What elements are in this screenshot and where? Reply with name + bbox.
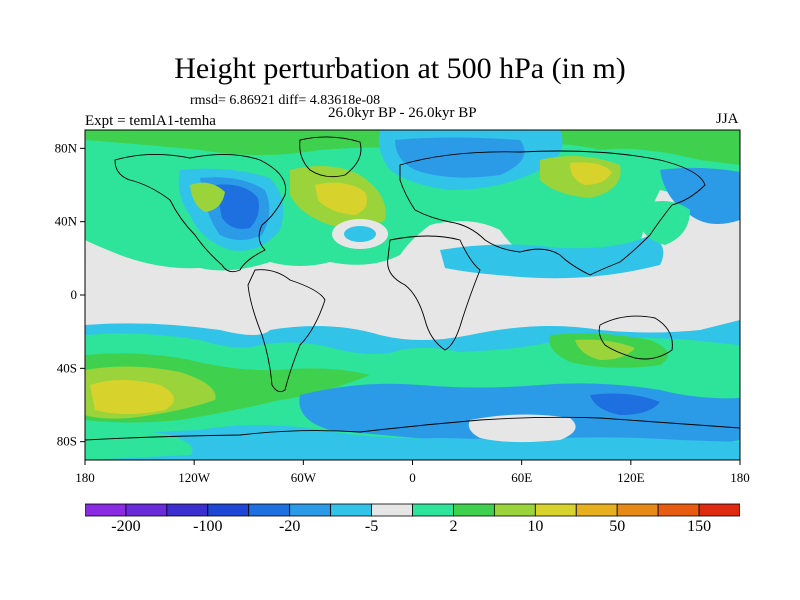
colorbar-label: 10 (527, 518, 544, 535)
map-title: Height perturbation at 500 hPa (in m) (174, 52, 626, 85)
stats-subtitle: rmsd= 6.86921 diff= 4.83618e-08 (190, 93, 381, 108)
greenland-outline (299, 136, 362, 178)
colorbar-label: -200 (111, 518, 141, 535)
eurasia-outline (399, 150, 706, 276)
contour-region (468, 414, 576, 443)
experiment-label: Expt = temlA1-temha (85, 113, 216, 129)
colorbar-label: -20 (279, 518, 301, 535)
latitude-axis: 80N 40N 0 40S 80S (55, 140, 85, 449)
colorbar-label: -100 (193, 518, 223, 535)
antarctica-outline (85, 416, 740, 441)
contour-region (660, 167, 740, 224)
contour-region (315, 182, 368, 215)
colorbar-swatch (453, 503, 495, 517)
contour-region (90, 380, 174, 414)
contour-region (85, 429, 193, 460)
contour-region (395, 137, 525, 178)
contour-region (190, 182, 225, 212)
north-america-outline (114, 153, 287, 273)
lat-tick-label: 0 (71, 287, 78, 302)
colorbar-swatch (616, 503, 659, 517)
colorbar-swatch (412, 503, 454, 517)
lon-tick-label: 60W (291, 470, 317, 485)
colorbar-swatch (125, 503, 168, 517)
coastlines (85, 136, 740, 441)
contour-region (570, 162, 612, 185)
lat-tick-label: 40S (57, 360, 77, 375)
lon-tick-label: 180 (730, 470, 750, 485)
colorbar-label: 50 (609, 518, 626, 535)
colorbar-swatch (330, 503, 372, 517)
longitude-axis: 180 120W 60W 0 60E 120E 180 (75, 460, 750, 485)
colorbar-swatch (85, 503, 127, 517)
lon-tick-label: 120W (178, 470, 211, 485)
lon-tick-label: 180 (75, 470, 95, 485)
colorbar-swatch (493, 503, 536, 517)
colorbar-swatch (207, 503, 250, 517)
africa-outline (387, 235, 481, 351)
australia-outline (598, 315, 673, 360)
period-label: 26.0kyr BP - 26.0kyr BP (328, 105, 477, 121)
lat-tick-label: 80S (57, 434, 77, 449)
contour-region (640, 201, 690, 245)
colorbar-swatch (166, 503, 209, 517)
season-label: JJA (716, 111, 739, 127)
lon-tick-label: 120E (617, 470, 645, 485)
colorbar-label: 150 (687, 518, 712, 535)
contour-region (215, 184, 259, 229)
colorbar-swatch (698, 503, 740, 517)
contour-region (575, 339, 635, 360)
colorbar-swatch (371, 503, 413, 517)
contour-field (85, 130, 740, 460)
lat-tick-label: 80N (55, 140, 78, 155)
contour-region (344, 226, 376, 242)
colorbar-swatch (575, 503, 618, 517)
colorbar-swatch (657, 503, 700, 517)
colorbar-swatch (289, 503, 332, 517)
south-america-outline (247, 269, 326, 393)
lon-tick-label: 0 (409, 470, 416, 485)
lat-tick-label: 40N (55, 214, 78, 229)
contour-region (590, 393, 660, 415)
colorbar-swatch (534, 503, 577, 517)
colorbar (85, 503, 740, 517)
colorbar-label: 2 (449, 518, 458, 535)
lon-tick-label: 60E (511, 470, 532, 485)
colorbar-swatch (248, 503, 291, 517)
colorbar-label: -5 (364, 518, 379, 535)
